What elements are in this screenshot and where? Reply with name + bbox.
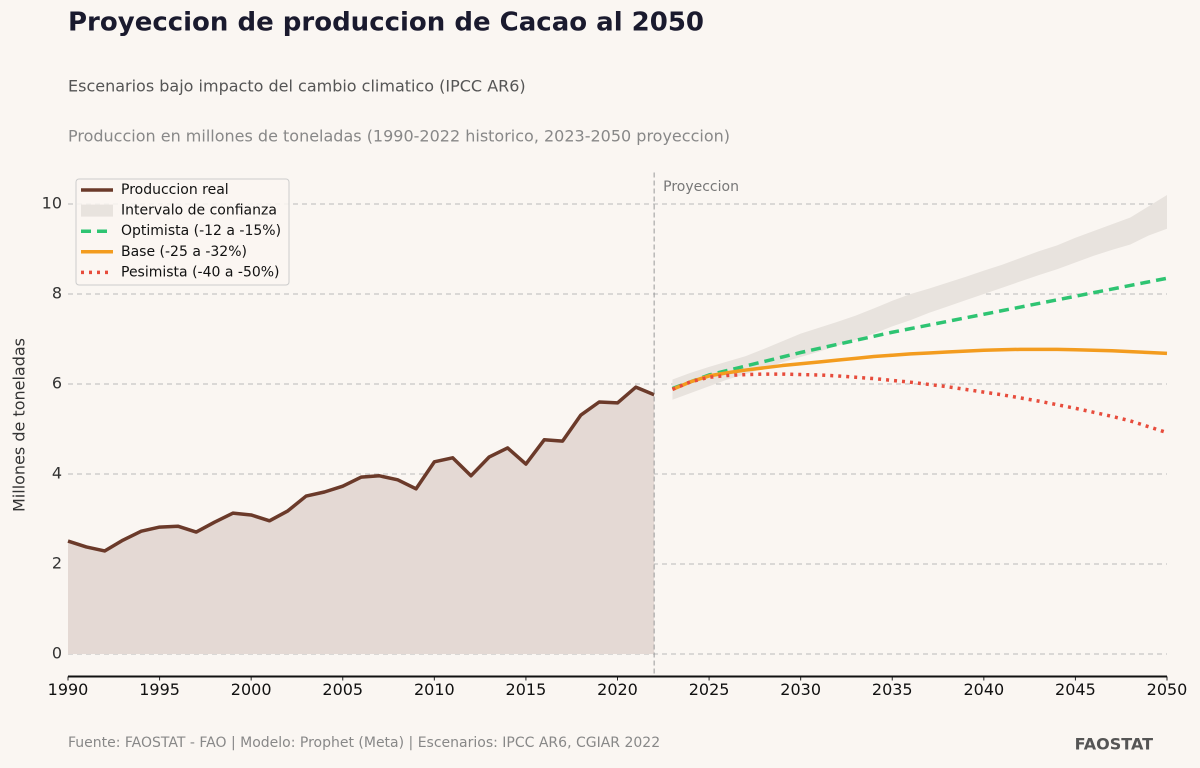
- line: [67, 385, 655, 553]
- line: [671, 372, 1168, 435]
- legend-label: Pesimista (-40 a -50%): [121, 264, 280, 280]
- chart-title: Proyeccion de produccion de Cacao al 205…: [68, 8, 704, 38]
- x-tick-label: 2015: [506, 680, 547, 699]
- x-tick-label: 2045: [1055, 680, 1096, 699]
- chart-subtitle: Escenarios bajo impacto del cambio clima…: [68, 77, 526, 96]
- x-tick-label: 2020: [597, 680, 638, 699]
- legend-label: Produccion real: [121, 182, 229, 198]
- legend-swatch: [81, 204, 113, 217]
- legend-label: Base (-25 a -32%): [121, 244, 247, 260]
- x-tick-label: 2010: [414, 680, 455, 699]
- x-tick-label: 2050: [1147, 680, 1188, 699]
- legend-box: [75, 178, 290, 286]
- x-tick-label: 1995: [139, 680, 180, 699]
- x-tick-label: 2025: [689, 680, 730, 699]
- area: [68, 387, 655, 654]
- annotation: Proyeccion: [663, 179, 739, 195]
- y-tick-label: 8: [52, 284, 62, 303]
- x-tick-label: 2030: [780, 680, 821, 699]
- y-axis-label: Millones de toneladas: [10, 338, 29, 512]
- x-tick-label: 1990: [48, 680, 89, 699]
- y-tick-label: 0: [52, 644, 62, 663]
- line: [671, 276, 1168, 391]
- chart-note: Produccion en millones de toneladas (199…: [68, 127, 730, 146]
- y-tick-label: 4: [52, 464, 62, 483]
- x-tick-label: 2005: [322, 680, 363, 699]
- x-tick-label: 2000: [231, 680, 272, 699]
- source: Fuente: FAOSTAT - FAO | Modelo: Prophet …: [68, 735, 660, 751]
- legend-label: Intervalo de confianza: [121, 203, 277, 219]
- x-tick-label: 2035: [872, 680, 913, 699]
- legend-label: Optimista (-12 a -15%): [121, 223, 281, 239]
- y-tick-label: 6: [52, 374, 62, 393]
- line: [671, 347, 1168, 392]
- y-tick-label: 2: [52, 554, 62, 573]
- confidence-band: [672, 195, 1167, 400]
- y-tick-label: 10: [42, 194, 62, 213]
- x-tick-label: 2040: [963, 680, 1004, 699]
- brand: FAOSTAT: [1075, 735, 1153, 754]
